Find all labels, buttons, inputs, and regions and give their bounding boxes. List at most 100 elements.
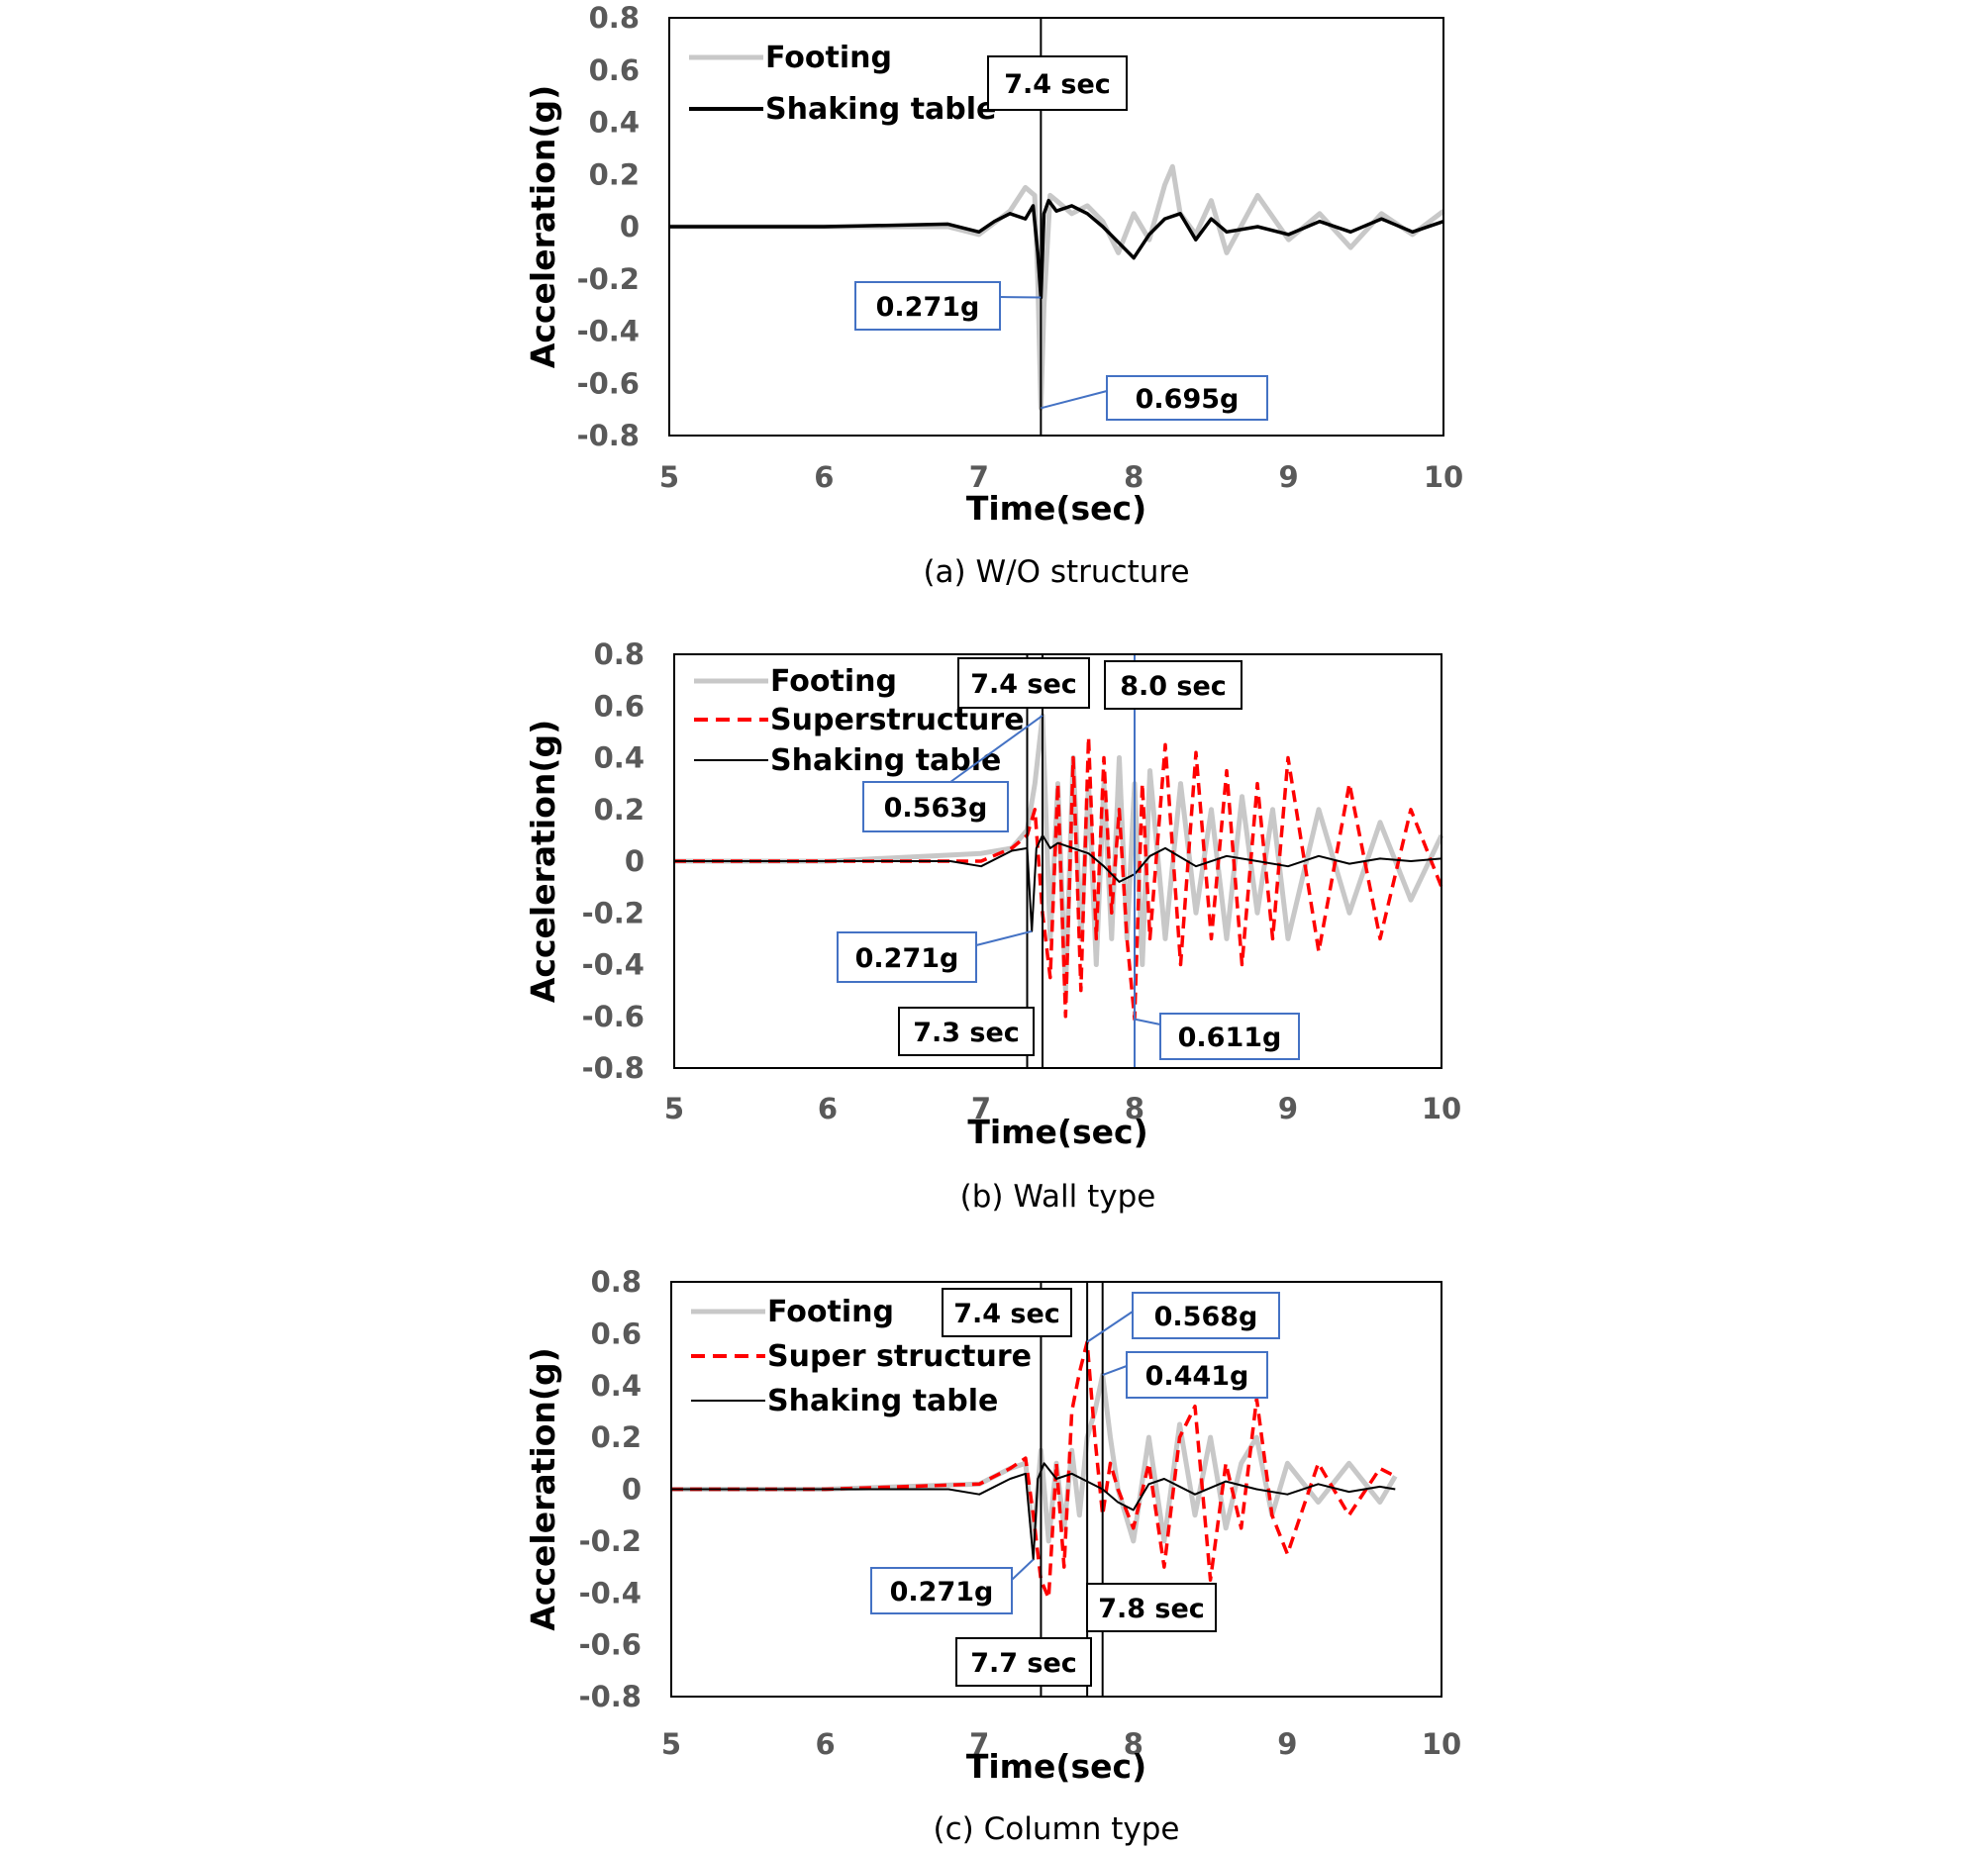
y-tick-label: -0.6 — [579, 1628, 642, 1662]
callout-box — [1159, 1013, 1300, 1060]
callout-label: 0.568g — [1154, 1302, 1258, 1332]
callout-pointer — [1041, 390, 1108, 410]
y-axis-title: Acceleration(g) — [524, 85, 562, 368]
x-tick-label: 10 — [1422, 1092, 1461, 1125]
callout-label: 7.8 sec — [1098, 1594, 1205, 1624]
legend-label: Super structure — [767, 1339, 1032, 1374]
x-tick-label: 5 — [659, 460, 679, 494]
y-tick-label: -0.4 — [577, 315, 640, 348]
callout-label: 0.271g — [876, 292, 980, 323]
x-tick-label: 8 — [1124, 1727, 1143, 1761]
callout-box — [957, 657, 1090, 709]
callout-label: 0.695g — [1136, 384, 1240, 415]
x-axis-title: Time(sec) — [966, 489, 1146, 528]
callout-label: 7.3 sec — [913, 1018, 1020, 1048]
y-tick-label: 0 — [620, 210, 640, 244]
y-tick-label: -0.4 — [579, 1576, 642, 1609]
y-tick-label: -0.8 — [577, 419, 640, 452]
callout-box — [898, 1007, 1035, 1056]
plot-frame — [673, 653, 1442, 1069]
y-tick-label: -0.8 — [579, 1680, 642, 1713]
legend-label: Shaking table — [767, 1384, 998, 1418]
legend-label: Footing — [767, 1295, 894, 1329]
legend-label: Footing — [765, 41, 892, 75]
callout-label: 0.563g — [884, 793, 988, 824]
callout-box — [862, 781, 1009, 832]
plot-frame — [668, 17, 1444, 437]
callout-box — [942, 1288, 1072, 1337]
y-tick-label: 0.4 — [589, 106, 640, 140]
series-line-footing — [669, 163, 1445, 411]
x-tick-label: 6 — [814, 460, 834, 494]
x-tick-label: 7 — [969, 1727, 989, 1761]
callout-box — [854, 281, 1001, 331]
x-tick-label: 8 — [1125, 1092, 1144, 1125]
series-line-shaking-table — [669, 198, 1444, 300]
x-tick-label: 7 — [969, 460, 989, 494]
callout-box — [1132, 1292, 1280, 1339]
chart-panel-1: 0.8 0.6 0.4 0.2 0 -0.2 -0.4 -0.6 -0.8 5 6 7 8 9 10 Time… — [524, 1, 1463, 590]
panel-caption: (a) W/O structure — [923, 554, 1189, 590]
series-line-footing — [674, 713, 1444, 994]
x-tick-label: 7 — [971, 1092, 991, 1125]
callout-box — [955, 1637, 1092, 1687]
callout-label: 7.4 sec — [1004, 69, 1111, 100]
callout-pointer — [1086, 1311, 1134, 1343]
y-tick-label: 0.8 — [591, 1265, 642, 1299]
callout-pointer — [1134, 1018, 1161, 1025]
y-tick-label: -0.6 — [582, 1000, 645, 1033]
panel-caption: (c) Column type — [934, 1811, 1180, 1847]
callout-label: 0.441g — [1145, 1361, 1249, 1392]
legend-label: Shaking table — [765, 92, 996, 127]
y-tick-label: -0.6 — [577, 366, 640, 400]
y-tick-label: -0.2 — [582, 896, 645, 929]
callout-label: 0.271g — [855, 943, 959, 974]
callout-box — [987, 55, 1128, 111]
y-tick-label: 0.2 — [589, 157, 640, 191]
x-tick-label: 5 — [661, 1727, 681, 1761]
y-tick-label: 0.4 — [594, 741, 645, 775]
callout-box — [1104, 660, 1242, 710]
y-tick-label: 0.2 — [594, 793, 645, 827]
callout-label: 7.7 sec — [970, 1648, 1077, 1679]
plot-frame — [670, 1281, 1442, 1698]
y-tick-label: 0.6 — [589, 53, 640, 87]
chart-panel-3: 0.8 0.6 0.4 0.2 0 -0.2 -0.4 -0.6 -0.8 5 6 7 8 9 10 Time… — [524, 1265, 1461, 1847]
y-tick-label: -0.4 — [582, 948, 645, 982]
callout-label: 0.271g — [890, 1577, 994, 1608]
x-tick-label: 6 — [818, 1092, 838, 1125]
y-tick-label: -0.8 — [582, 1051, 645, 1085]
y-tick-label: 0.8 — [594, 637, 645, 671]
callout-pointer — [975, 929, 1033, 946]
x-tick-label: 6 — [816, 1727, 836, 1761]
x-tick-label: 5 — [664, 1092, 684, 1125]
x-tick-label: 10 — [1424, 460, 1463, 494]
callout-pointer — [949, 715, 1044, 783]
y-tick-label: 0.8 — [589, 1, 640, 35]
legend-label: Shaking table — [770, 743, 1001, 778]
callout-box — [870, 1567, 1013, 1614]
y-tick-label: 0.6 — [591, 1316, 642, 1350]
x-tick-label: 8 — [1124, 460, 1143, 494]
series-line-super-structure — [671, 1340, 1397, 1601]
x-tick-label: 10 — [1422, 1727, 1461, 1761]
callout-box — [1086, 1583, 1217, 1632]
callout-label: 7.4 sec — [953, 1299, 1060, 1329]
panel-caption: (b) Wall type — [960, 1179, 1156, 1215]
x-tick-label: 9 — [1278, 1092, 1298, 1125]
series-line-shaking-table — [674, 833, 1442, 932]
callout-box — [1106, 375, 1268, 421]
x-tick-label: 9 — [1279, 460, 1299, 494]
callout-box — [1126, 1351, 1268, 1399]
y-tick-label: 0.6 — [594, 689, 645, 723]
y-tick-label: 0 — [622, 1473, 642, 1507]
y-tick-label: -0.2 — [577, 262, 640, 296]
callout-box — [837, 931, 977, 983]
callout-label: 8.0 sec — [1120, 671, 1227, 702]
chart-panel-2: 0.8 0.6 0.4 0.2 0 -0.2 -0.4 -0.6 -0.8 5 6 7 8 9 10 Time… — [524, 637, 1461, 1215]
callout-pointer — [1102, 1365, 1128, 1376]
y-tick-label: 0.2 — [591, 1420, 642, 1454]
legend-label: Footing — [770, 664, 897, 699]
x-axis-title: Time(sec) — [967, 1113, 1147, 1151]
